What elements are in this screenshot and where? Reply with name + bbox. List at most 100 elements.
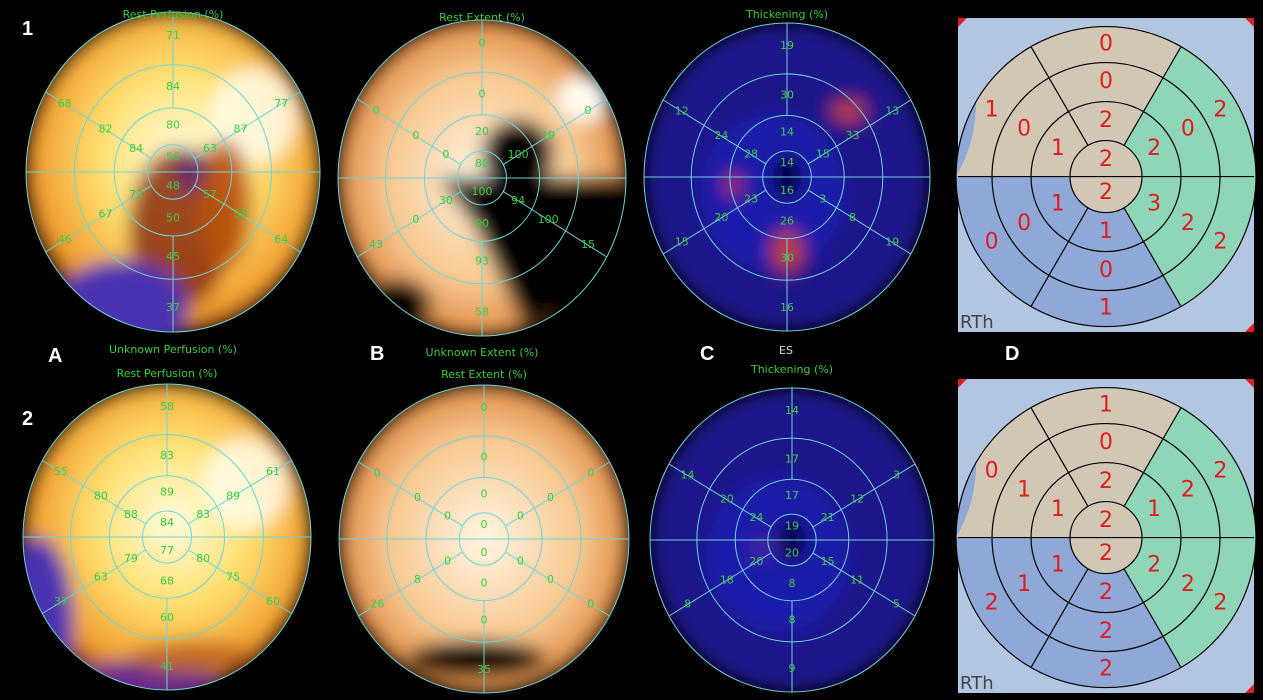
ring3-segment-value: 16 bbox=[780, 301, 794, 314]
ring3-segment-value: 64 bbox=[274, 233, 288, 246]
ring2-segment-value: 18 bbox=[720, 573, 734, 586]
score-caption: RTh bbox=[960, 673, 994, 694]
apex-lower-value: 77 bbox=[160, 544, 174, 557]
ring1-segment-value: 83 bbox=[196, 508, 210, 521]
ring3-segment-value: 43 bbox=[369, 238, 383, 251]
ring2-segment-value: 75 bbox=[226, 571, 240, 584]
score-outer-value: 1 bbox=[1099, 296, 1113, 321]
apex-value: 84 bbox=[160, 516, 174, 529]
ring3-segment-value: 0 bbox=[587, 597, 594, 610]
score-inner-value: 2 bbox=[1147, 136, 1161, 161]
ring2-segment-value: 19 bbox=[541, 129, 555, 142]
score-inner-value: 2 bbox=[1099, 108, 1113, 133]
ring1-segment-value: 30 bbox=[439, 194, 453, 207]
ring2-segment-value: 8 bbox=[789, 614, 796, 627]
score-mid-value: 0 bbox=[1099, 69, 1113, 94]
score-apex-bottom: 2 bbox=[1099, 541, 1113, 566]
ring2-segment-value: 33 bbox=[846, 129, 860, 142]
ring1-segment-value: 15 bbox=[821, 555, 835, 568]
ring3-segment-value: 60 bbox=[266, 595, 280, 608]
ring3-segment-value: 0 bbox=[374, 467, 381, 480]
ring2-segment-value: 45 bbox=[166, 250, 180, 263]
score-outer-value: 2 bbox=[1213, 591, 1227, 616]
ring3-segment-value: 71 bbox=[166, 29, 180, 42]
ring2-segment-value: 87 bbox=[233, 123, 247, 136]
ring2-segment-value: 83 bbox=[160, 449, 174, 462]
ring3-segment-value: 8 bbox=[684, 598, 691, 611]
ring2-segment-value: 30 bbox=[780, 252, 794, 265]
ring1-segment-value: 28 bbox=[744, 148, 758, 161]
apex-lower-value: 48 bbox=[166, 179, 180, 192]
ring3-segment-value: 35 bbox=[477, 663, 491, 676]
ring3-segment-value: 0 bbox=[585, 104, 592, 117]
ring1-segment-value: 63 bbox=[203, 142, 217, 155]
column-d-label: D bbox=[1005, 343, 1020, 365]
score-inner-value: 3 bbox=[1147, 191, 1161, 216]
ring1-segment-value: 24 bbox=[749, 511, 763, 524]
map-title: Rest Perfusion (%) bbox=[117, 367, 218, 380]
ring2-segment-value: 24 bbox=[714, 129, 728, 142]
ring1-segment-value: 94 bbox=[511, 194, 525, 207]
score-inner-value: 2 bbox=[1099, 580, 1113, 605]
ring1-segment-value: 0 bbox=[444, 510, 451, 523]
ring3-segment-value: 0 bbox=[481, 401, 488, 414]
ring2-segment-value: 11 bbox=[850, 573, 864, 586]
ring1-segment-value: 14 bbox=[780, 125, 794, 138]
ring2-segment-value: 30 bbox=[780, 88, 794, 101]
score-inner-value: 1 bbox=[1051, 191, 1065, 216]
ring3-segment-value: 9 bbox=[789, 662, 796, 675]
score-mid-value: 2 bbox=[1181, 211, 1195, 236]
ring3-segment-value: 15 bbox=[675, 235, 689, 248]
ring3-segment-value: 0 bbox=[372, 104, 379, 117]
score-outer-value: 1 bbox=[985, 98, 999, 123]
ring2-segment-value: 93 bbox=[475, 255, 489, 268]
ring1-segment-value: 57 bbox=[203, 188, 217, 201]
column-c-label: C bbox=[700, 343, 715, 365]
ring1-segment-value: 79 bbox=[124, 552, 138, 565]
ring3-segment-value: 58 bbox=[475, 305, 489, 318]
ring2-segment-value: 84 bbox=[166, 80, 180, 93]
ring1-segment-value: 8 bbox=[789, 577, 796, 590]
map-title: Thickening (%) bbox=[750, 363, 833, 376]
score-apex-bottom: 2 bbox=[1099, 180, 1113, 205]
score-inner-value: 2 bbox=[1099, 469, 1113, 494]
ring2-segment-value: 12 bbox=[850, 493, 864, 506]
score-mid-value: 1 bbox=[1017, 572, 1031, 597]
apex-value: 80 bbox=[475, 157, 489, 170]
score-mid-value: 0 bbox=[1099, 430, 1113, 455]
ring1-segment-value: 0 bbox=[517, 554, 524, 567]
ring1-segment-value: 0 bbox=[442, 148, 449, 161]
ring3-segment-value: 19 bbox=[780, 39, 794, 52]
score-outer-value: 2 bbox=[1213, 230, 1227, 255]
score-inner-value: 1 bbox=[1099, 219, 1113, 244]
ring3-segment-value: 14 bbox=[680, 468, 694, 481]
score-caption: RTh bbox=[960, 312, 994, 333]
ring1-segment-value: 17 bbox=[785, 489, 799, 502]
ring2-segment-value: 0 bbox=[547, 491, 554, 504]
ring1-segment-value: 100 bbox=[508, 148, 529, 161]
column-a-label: A bbox=[48, 345, 63, 367]
score-mid-value: 0 bbox=[1017, 211, 1031, 236]
score-apex-top: 2 bbox=[1099, 508, 1113, 533]
score-inner-value: 1 bbox=[1051, 552, 1065, 577]
ring1-segment-value: 84 bbox=[129, 142, 143, 155]
ring1-segment-value: 68 bbox=[160, 574, 174, 587]
ring2-segment-value: 100 bbox=[538, 213, 559, 226]
ring3-segment-value: 68 bbox=[58, 97, 72, 110]
ring1-segment-value: 80 bbox=[166, 119, 180, 132]
score-outer-value: 2 bbox=[1213, 459, 1227, 484]
score-inner-value: 1 bbox=[1147, 497, 1161, 522]
ring3-segment-value: 3 bbox=[893, 468, 900, 481]
apex-lower-value: 20 bbox=[785, 547, 799, 560]
ring3-segment-value: 37 bbox=[166, 301, 180, 314]
score-outer-value: 0 bbox=[985, 459, 999, 484]
score-outer-value: 1 bbox=[1099, 393, 1113, 418]
score-outer-value: 0 bbox=[985, 230, 999, 255]
unknown-perfusion-label: Unknown Perfusion (%) bbox=[109, 343, 237, 356]
column-b-label: B bbox=[370, 343, 385, 365]
